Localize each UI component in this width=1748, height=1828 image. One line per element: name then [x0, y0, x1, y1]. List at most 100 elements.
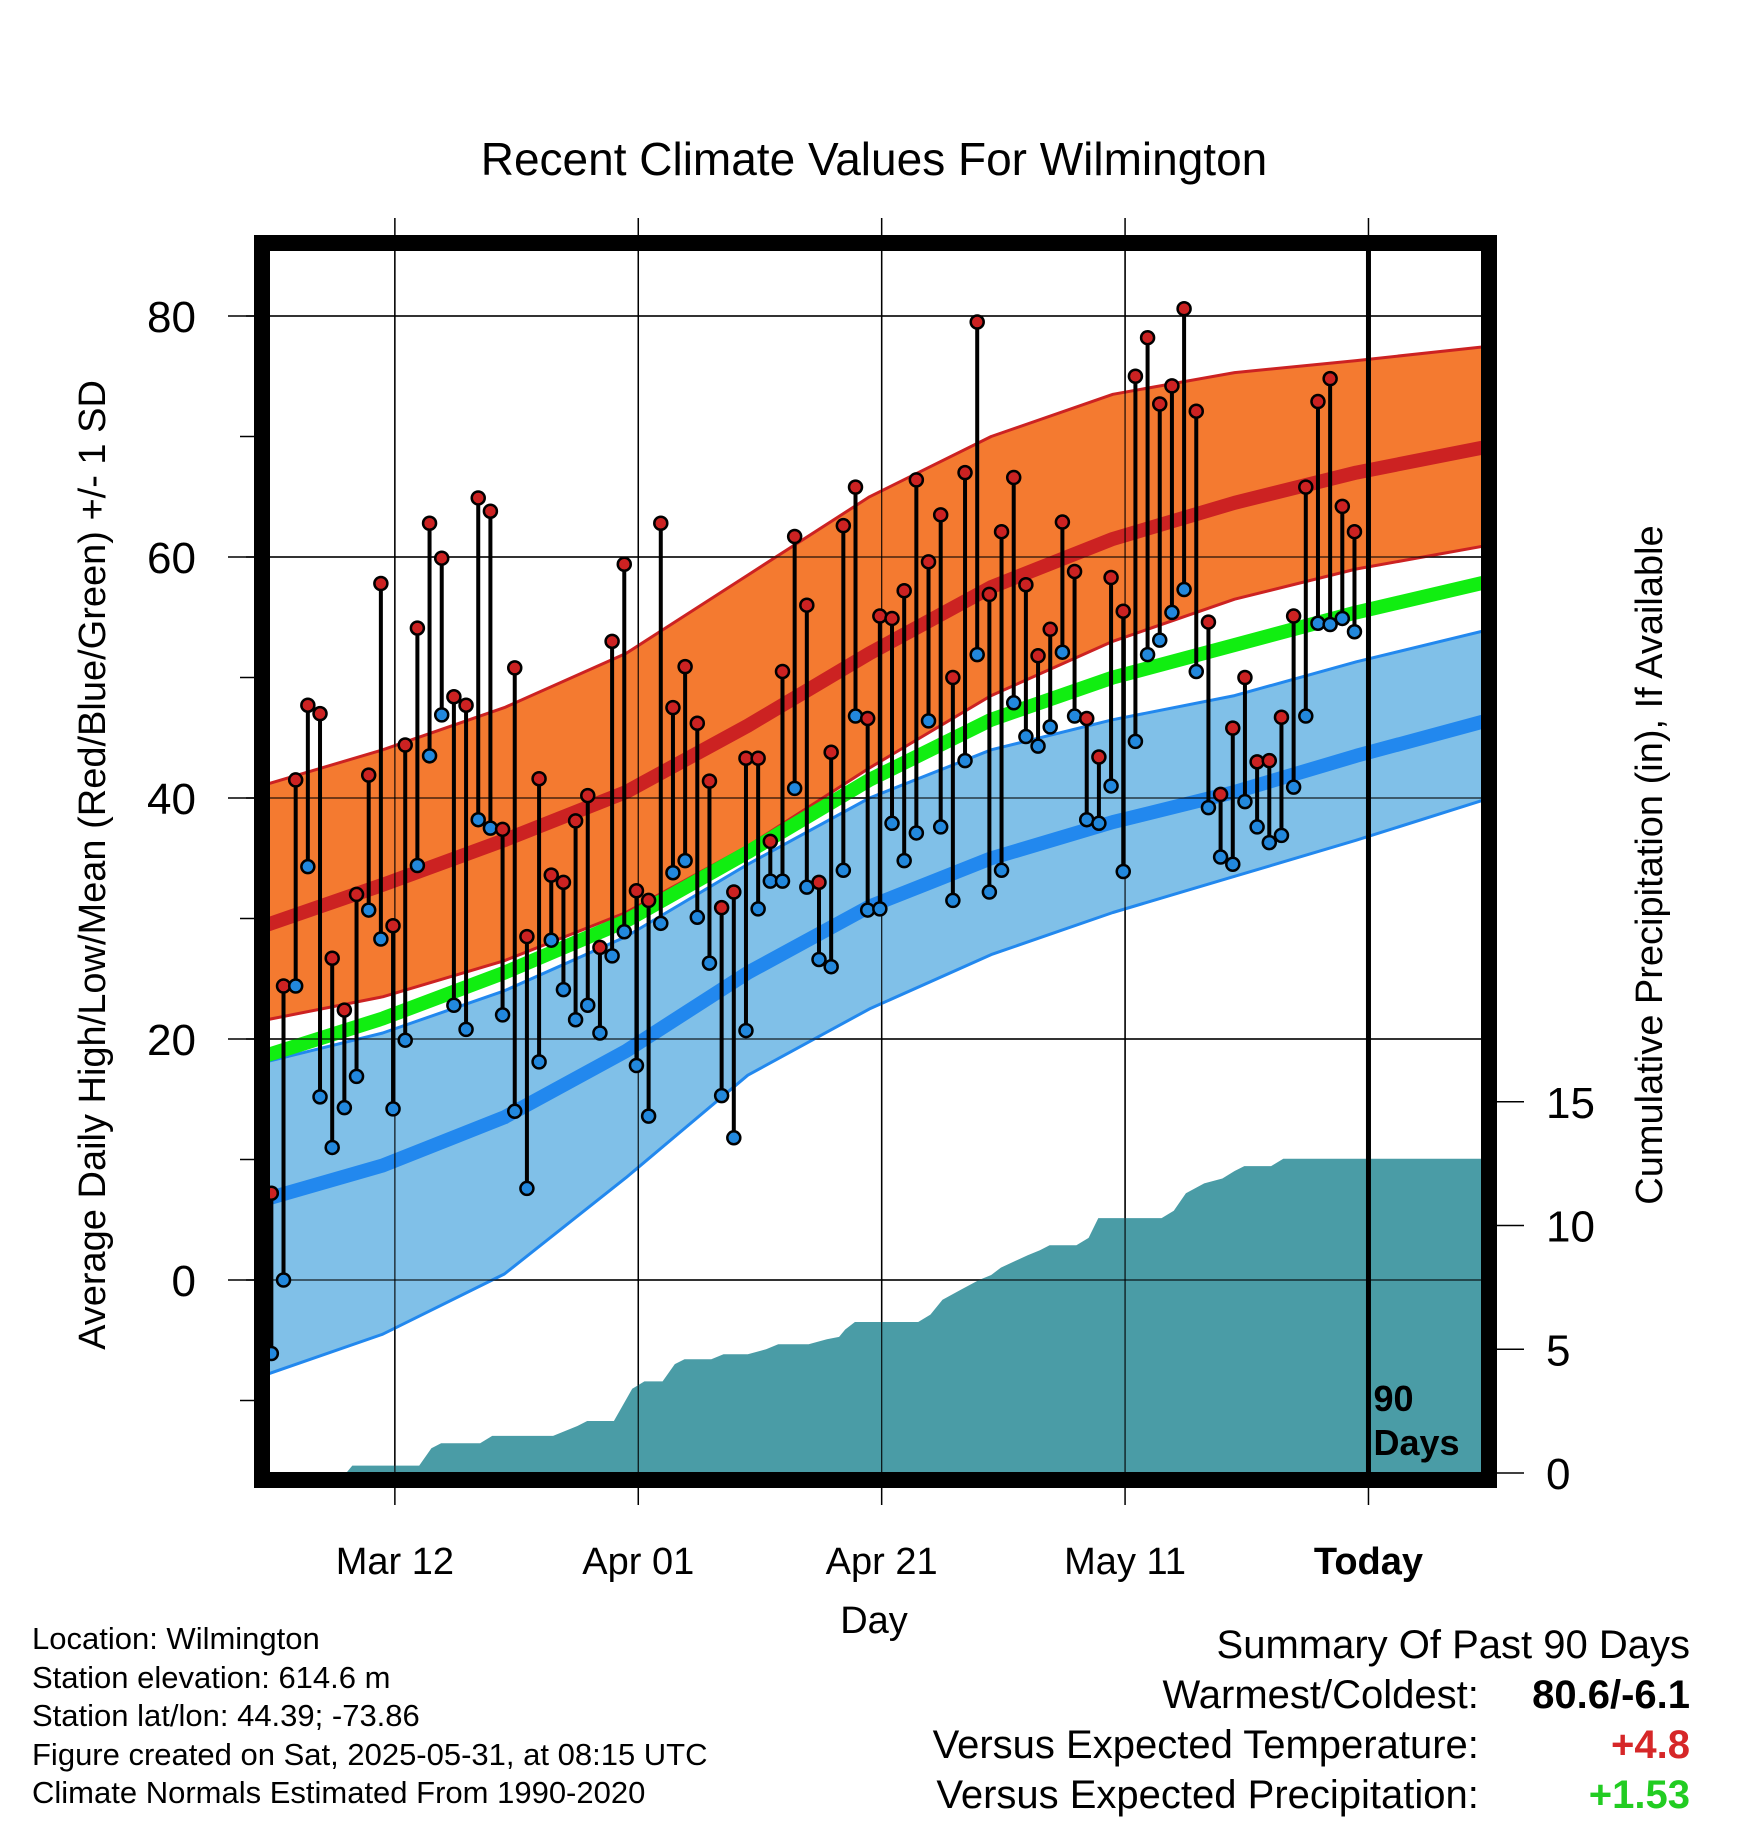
- daily-low-point: [835, 862, 852, 879]
- daily-low-point: [786, 780, 803, 797]
- daily-high-point: [373, 575, 389, 592]
- daily-low-point: [1054, 644, 1071, 660]
- daily-high-point: [750, 750, 766, 766]
- daily-high-point: [1212, 786, 1229, 803]
- daily-high-point: [920, 554, 937, 570]
- daily-low-point: [1249, 819, 1265, 835]
- daily-low-point: [397, 1032, 413, 1048]
- daily-high-point: [269, 1185, 280, 1201]
- daily-high-point: [1310, 393, 1326, 410]
- daily-low-point: [1139, 646, 1156, 663]
- daily-high-point: [811, 874, 827, 891]
- daily-high-point: [604, 633, 620, 650]
- daily-low-point: [1273, 827, 1290, 844]
- daily-high-point: [494, 821, 511, 838]
- daily-low-point: [884, 815, 900, 832]
- daily-low-point: [360, 902, 377, 918]
- daily-high-point: [531, 770, 547, 787]
- daily-high-point: [677, 658, 693, 675]
- plot-frame: [254, 235, 1497, 1488]
- daily-high-point: [799, 597, 815, 613]
- daily-high-point: [1005, 469, 1022, 486]
- daily-high-point: [300, 697, 316, 713]
- daily-high-point: [543, 867, 560, 883]
- daily-low-point: [269, 1345, 280, 1362]
- daily-low-point: [580, 997, 596, 1014]
- daily-low-point: [543, 932, 560, 948]
- daily-high-point: [555, 874, 572, 891]
- daily-range-stems: [269, 308, 1357, 1354]
- daily-high-point: [653, 515, 669, 532]
- daily-high-point: [1066, 563, 1083, 580]
- daily-low-point: [738, 1022, 754, 1039]
- daily-low-point: [1127, 733, 1144, 750]
- y-right-tick-label: 0: [1546, 1450, 1570, 1499]
- daily-low-point: [811, 951, 827, 968]
- daily-high-point: [640, 892, 657, 909]
- daily-low-point: [1152, 632, 1168, 648]
- daily-low-point: [348, 1068, 365, 1085]
- daily-low-point: [1164, 604, 1180, 621]
- daily-high-point: [1054, 514, 1071, 530]
- daily-low-point: [458, 1021, 474, 1038]
- daily-low-point: [1176, 581, 1192, 598]
- daily-low-point: [1066, 708, 1083, 724]
- x-tick-label: Apr 01: [582, 1541, 694, 1583]
- daily-high-point: [580, 787, 596, 804]
- daily-low-point: [981, 884, 998, 900]
- y-left-tick-label: 20: [147, 1016, 196, 1065]
- daily-points: [269, 301, 1363, 1362]
- precip-area: [269, 1158, 1482, 1473]
- daily-low-point: [1212, 849, 1229, 865]
- temp-row: Versus Expected Temperature: +4.8: [933, 1720, 1690, 1770]
- daily-low-point: [604, 948, 620, 964]
- daily-low-point: [1018, 728, 1034, 745]
- daily-low-point: [1334, 610, 1351, 627]
- today-days-word: Days: [1373, 1422, 1459, 1463]
- x-tick-label: May 11: [1064, 1541, 1186, 1583]
- daily-high-point: [981, 586, 998, 603]
- daily-low-point: [1298, 708, 1314, 724]
- daily-high-point: [1188, 403, 1205, 419]
- daily-low-point: [409, 857, 426, 874]
- normals-text: Climate Normals Estimated From 1990-2020: [32, 1775, 646, 1811]
- daily-low-point: [1225, 856, 1241, 873]
- daily-high-point: [823, 744, 839, 760]
- daily-high-point: [859, 710, 876, 727]
- daily-high-point: [616, 556, 633, 572]
- summary-panel: Summary Of Past 90 Days Warmest/Coldest:…: [933, 1620, 1690, 1820]
- daily-low-point: [555, 981, 572, 998]
- daily-low-point: [628, 1057, 645, 1074]
- daily-high-point: [348, 886, 365, 903]
- daily-low-point: [993, 862, 1010, 879]
- daily-high-point: [1237, 669, 1253, 686]
- y-left-tick-label: 40: [147, 775, 196, 824]
- precip-row: Versus Expected Precipitation: +1.53: [933, 1770, 1690, 1820]
- daily-high-point: [993, 523, 1010, 540]
- warmest-row: Warmest/Coldest: 80.6/-6.1: [933, 1670, 1691, 1720]
- daily-low-point: [300, 858, 316, 875]
- high-normal-line: [269, 440, 1482, 932]
- daily-high-point: [835, 517, 852, 534]
- daily-high-point: [360, 767, 377, 783]
- daily-low-point: [969, 646, 985, 663]
- daily-high-point: [762, 833, 779, 850]
- daily-low-point: [1188, 663, 1205, 680]
- daily-low-point: [275, 1272, 292, 1288]
- precip-value: +1.53: [1588, 1773, 1690, 1817]
- low-band-lower-edge: [269, 799, 1482, 1376]
- daily-low-point: [908, 825, 925, 841]
- daily-low-point: [847, 708, 864, 724]
- daily-high-point: [1127, 368, 1144, 384]
- daily-low-point: [1103, 778, 1119, 794]
- daily-low-point: [689, 909, 706, 926]
- daily-low-point: [750, 901, 766, 917]
- daily-high-point: [665, 699, 681, 716]
- daily-high-point: [1030, 648, 1046, 664]
- daily-high-point: [1334, 498, 1351, 515]
- x-tick-label: Mar 12: [336, 1541, 454, 1583]
- daily-high-point: [847, 479, 864, 495]
- daily-high-point: [433, 550, 450, 566]
- daily-low-point: [446, 997, 462, 1014]
- daily-high-point: [701, 773, 718, 789]
